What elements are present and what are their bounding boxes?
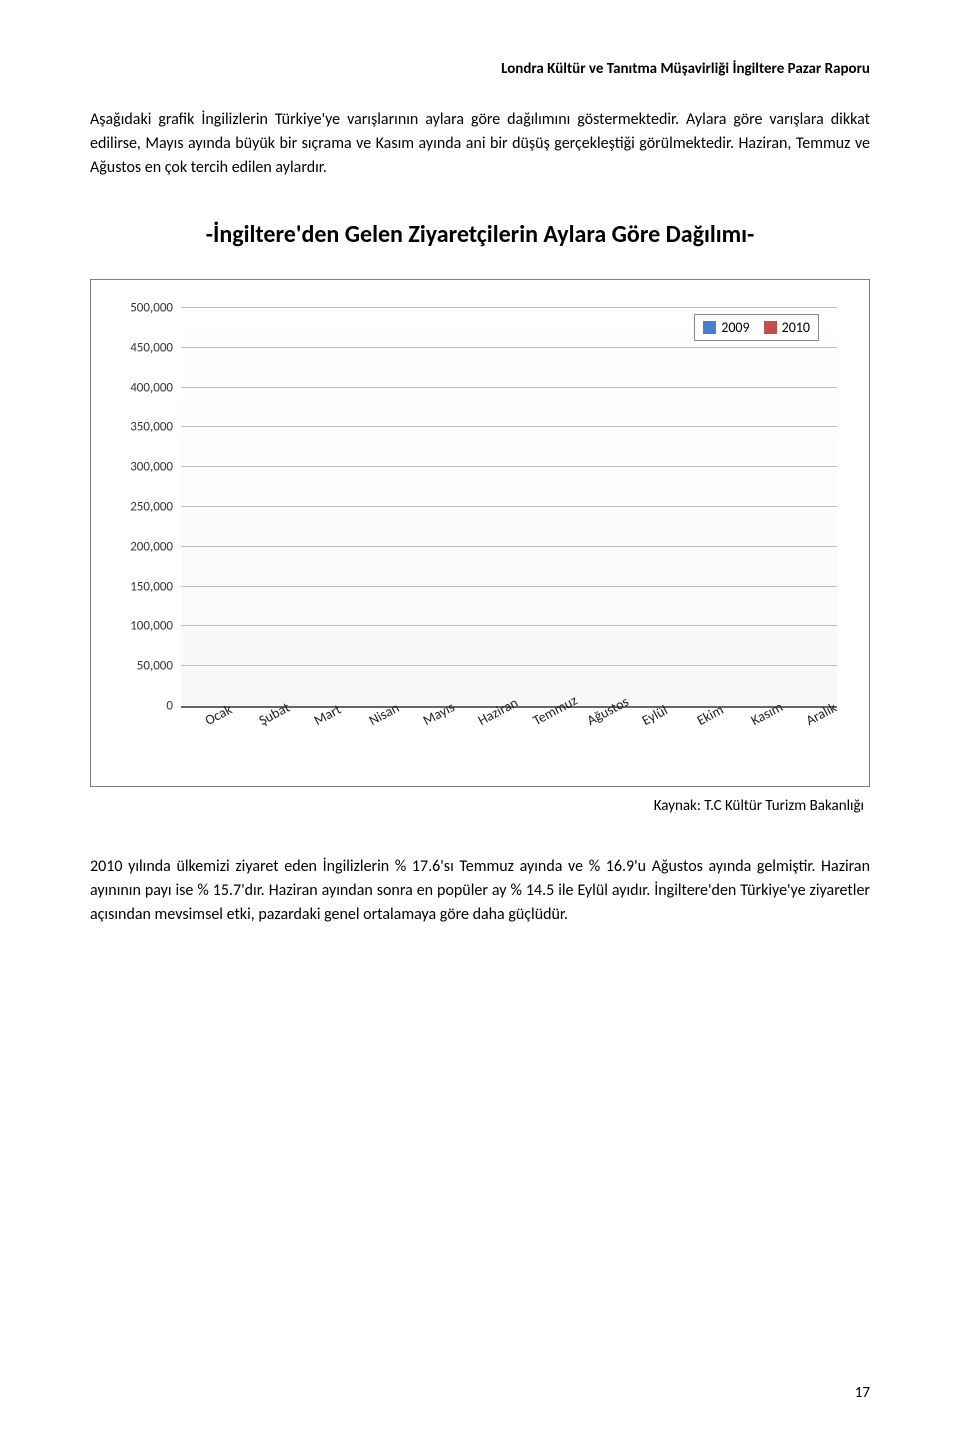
chart-ylabel: 200,000 (130, 539, 181, 554)
chart-ylabel: 300,000 (130, 460, 181, 475)
chart-gridline (181, 307, 837, 308)
page: Londra Kültür ve Tanıtma Müşavirliği İng… (0, 0, 960, 1432)
intro-paragraph: Aşağıdaki grafik İngilizlerin Türkiye'ye… (90, 108, 870, 180)
legend-label-2009: 2009 (721, 319, 749, 336)
chart-gridline (181, 387, 837, 388)
chart-xlabels: OcakŞubatMartNisanMayısHaziranTemmuzAğus… (181, 708, 837, 768)
chart-plot: 2009 2010 050,000100,000150,000200,00025… (181, 308, 837, 708)
legend-swatch-2009 (703, 321, 716, 334)
chart-gridline (181, 347, 837, 348)
report-header: Londra Kültür ve Tanıtma Müşavirliği İng… (90, 60, 870, 78)
legend-label-2010: 2010 (782, 319, 810, 336)
chart-legend: 2009 2010 (694, 314, 819, 341)
page-number: 17 (855, 1384, 870, 1402)
chart-container: 2009 2010 0 50,000 100,000 150,000 200,000 25… (90, 279, 870, 787)
chart-area: 2009 2010 0 50,000 100,000 150,000 200,000 25… (113, 308, 847, 768)
chart-ylabel: 350,000 (130, 420, 181, 435)
chart-ylabel: 500,000 (130, 301, 181, 316)
chart-ylabel: 150,000 (130, 579, 181, 594)
chart-ylabel: 250,000 (130, 500, 181, 515)
chart-title: -İngiltere'den Gelen Ziyaretçilerin Ayla… (90, 220, 870, 249)
legend-item-2010: 2010 (764, 319, 810, 336)
chart-source: Kaynak: T.C Kültür Turizm Bakanlığı (90, 797, 864, 815)
legend-item-2009: 2009 (703, 319, 749, 336)
chart-ylabel: 50,000 (137, 659, 181, 674)
chart-gridline (181, 546, 837, 547)
chart-gridline (181, 625, 837, 626)
chart-gridline (181, 665, 837, 666)
chart-gridline (181, 586, 837, 587)
chart-gridline (181, 426, 837, 427)
chart-gridline (181, 506, 837, 507)
chart-ylabel: 0 (166, 699, 181, 714)
body-paragraph: 2010 yılında ülkemizi ziyaret eden İngil… (90, 855, 870, 927)
chart-ylabel: 400,000 (130, 380, 181, 395)
chart-gridline (181, 466, 837, 467)
chart-ylabel: 450,000 (130, 340, 181, 355)
legend-swatch-2010 (764, 321, 777, 334)
chart-ylabel: 100,000 (130, 619, 181, 634)
